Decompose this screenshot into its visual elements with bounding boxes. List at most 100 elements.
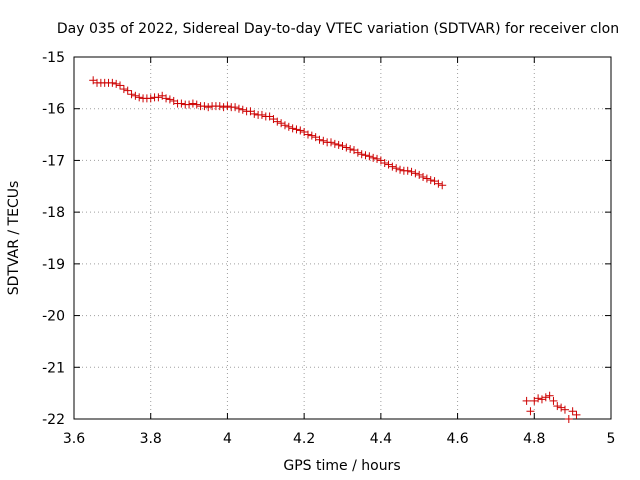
data-point — [119, 85, 128, 94]
data-point — [434, 179, 443, 188]
x-tick-label: 3.8 — [140, 431, 162, 447]
data-point — [560, 405, 569, 414]
data-point — [384, 160, 393, 169]
data-point — [123, 86, 132, 95]
data-point — [162, 94, 171, 103]
data-point — [296, 126, 305, 135]
data-point — [564, 415, 573, 423]
data-point — [112, 79, 121, 88]
data-point — [330, 139, 339, 148]
x-tick-label: 3.6 — [63, 431, 85, 447]
data-point — [346, 145, 355, 154]
y-tick-label: -16 — [42, 102, 65, 118]
data-point — [353, 148, 362, 157]
data-point — [380, 159, 389, 168]
data-point — [438, 181, 447, 190]
data-point — [288, 124, 297, 133]
data-point — [231, 103, 240, 112]
y-tick-label: -19 — [42, 257, 65, 273]
x-tick-label: 4.6 — [446, 431, 468, 447]
data-point — [553, 402, 562, 411]
data-point — [238, 105, 247, 114]
y-tick-label: -15 — [42, 50, 65, 66]
data-point — [541, 393, 550, 402]
data-point — [277, 119, 286, 128]
data-point — [407, 167, 416, 176]
data-point — [572, 410, 581, 419]
data-point — [545, 391, 554, 400]
data-point — [392, 164, 401, 173]
x-tick-label: 4.8 — [523, 431, 545, 447]
data-point — [204, 103, 213, 112]
data-point — [426, 176, 435, 185]
y-tick-labels: -22 -21 -20 -19 -18 -17 -16 -15 — [42, 50, 65, 428]
chart-title: Day 035 of 2022, Sidereal Day-to-day VTE… — [57, 21, 619, 37]
data-point — [361, 151, 370, 160]
y-tick-label: -18 — [42, 205, 65, 221]
data-point — [338, 141, 347, 150]
data-point — [534, 394, 543, 403]
data-point — [369, 153, 378, 162]
data-point — [192, 100, 201, 109]
y-tick-label: -22 — [42, 412, 65, 428]
data-point — [292, 125, 301, 134]
data-point — [537, 395, 546, 404]
data-point — [411, 169, 420, 178]
x-tick-labels: 3.6 3.8 4 4.2 4.4 4.6 4.8 5 — [63, 431, 616, 447]
data-point — [415, 170, 424, 179]
data-point — [215, 102, 224, 111]
data-point — [280, 121, 289, 130]
data-point — [568, 407, 577, 416]
x-axis-label: GPS time / hours — [283, 458, 400, 474]
plot-frame — [73, 56, 612, 420]
data-point — [549, 396, 558, 405]
grid-lines — [74, 57, 611, 419]
data-point — [127, 90, 136, 99]
data-point — [326, 138, 335, 147]
data-point — [234, 104, 243, 113]
x-tick-label: 4.2 — [293, 431, 315, 447]
data-point — [257, 110, 266, 119]
data-point — [315, 135, 324, 144]
data-point — [422, 174, 431, 183]
data-point — [219, 103, 228, 112]
data-point — [223, 102, 232, 111]
data-point — [357, 150, 366, 159]
data-point — [146, 94, 155, 103]
data-point — [177, 99, 186, 108]
y-tick-label: -21 — [42, 360, 65, 376]
data-point — [116, 81, 125, 90]
data-point — [557, 403, 566, 412]
data-point — [250, 109, 259, 118]
data-point — [365, 152, 374, 161]
data-point — [284, 122, 293, 131]
data-point — [185, 100, 194, 109]
data-point — [135, 93, 144, 102]
data-point — [154, 93, 163, 102]
data-point — [526, 407, 535, 416]
data-point — [131, 91, 140, 100]
data-points — [89, 76, 581, 423]
data-point — [342, 143, 351, 152]
data-point — [396, 165, 405, 174]
y-tick-label: -17 — [42, 153, 65, 169]
data-point — [419, 172, 428, 181]
data-point — [319, 136, 328, 145]
data-point — [165, 95, 174, 104]
data-point — [522, 396, 531, 405]
data-point — [388, 162, 397, 171]
y-axis-label: SDTVAR / TECUs — [6, 181, 22, 296]
data-point — [108, 78, 117, 87]
data-point — [403, 166, 412, 175]
x-tick-label: 4 — [223, 431, 232, 447]
y-tick-label: -20 — [42, 309, 65, 325]
x-tick-label: 4.4 — [370, 431, 392, 447]
axis-ticks — [73, 56, 612, 420]
data-point — [188, 99, 197, 108]
data-point — [303, 130, 312, 139]
data-point — [373, 154, 382, 163]
data-point — [273, 117, 282, 126]
x-tick-label: 5 — [607, 431, 616, 447]
